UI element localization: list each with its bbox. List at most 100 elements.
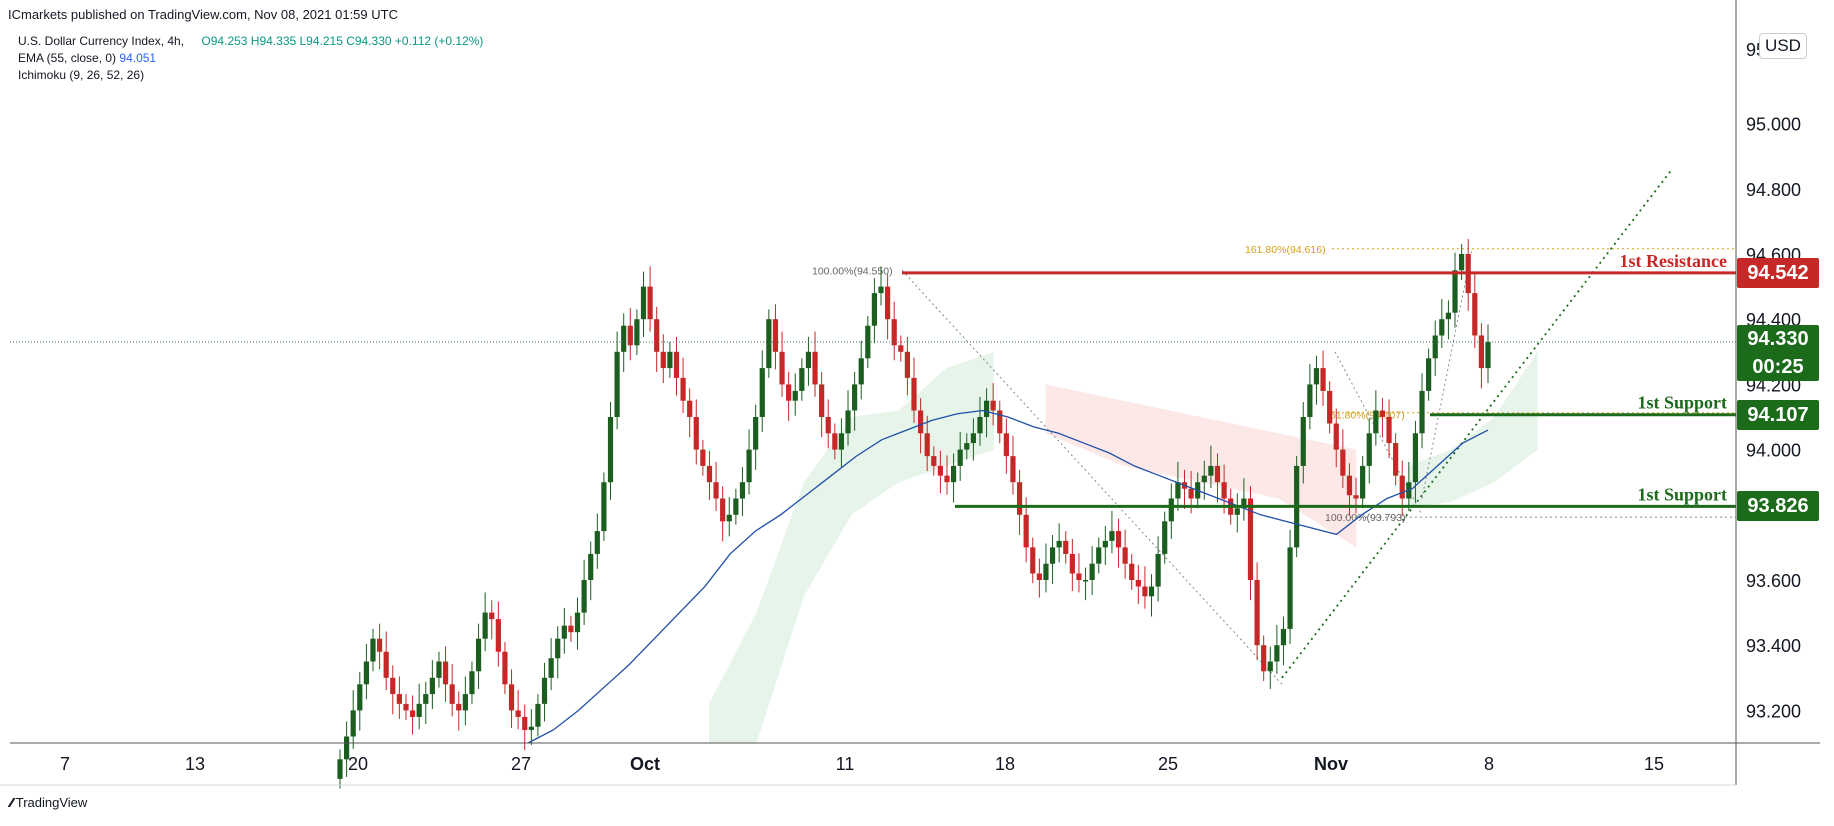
candle-body-123 [1148,586,1155,597]
candle-body-58 [720,498,726,522]
candle-body-67 [779,351,785,385]
candle-body-81 [871,293,878,326]
cloud-area-0 [709,351,994,743]
candle-body-83 [885,286,891,320]
candle-body-41 [607,417,614,483]
candle-body-59 [726,514,732,522]
candle-body-94 [957,449,963,466]
candle-body-10 [403,703,409,711]
candle-body-77 [845,410,851,434]
cloud-area-2 [1408,351,1538,509]
candle-body-100 [997,410,1003,434]
candle-body-107 [1043,563,1049,580]
candle-body-134 [1221,482,1227,499]
candle-body-87 [911,377,917,411]
candle-body-149 [1320,368,1326,391]
candle-body-138 [1247,498,1254,580]
candle-body-97 [977,417,983,434]
candle-body-49 [660,351,666,369]
candle-body-22 [482,612,488,639]
fib-label-1: 161.80%(94.616) [1245,244,1326,256]
candle-body-109 [1056,540,1062,548]
candle-body-68 [786,384,792,401]
candle-body-142 [1274,645,1280,662]
y-tick-5: 94.000 [1746,441,1801,461]
candle-body-124 [1155,553,1161,587]
price-tag-support-2: 93.826 [1737,491,1819,522]
candle-body-24 [495,619,501,652]
candle-body-30 [535,703,541,727]
fib-label-0: 100.00%(94.550) [812,265,893,277]
x-tick-5: 11 [836,754,855,774]
ema-series-line [527,409,1489,744]
candle-body-14 [429,677,435,695]
legend-ohlc: O94.253 H94.335 L94.215 C94.330 +0.112 (… [201,34,484,48]
x-tick-7: 25 [1158,754,1178,774]
currency-button[interactable]: USD [1759,33,1807,59]
candle-body-120 [1129,563,1135,580]
candle-body-72 [812,351,818,385]
candle-body-28 [522,716,528,730]
candle-body-47 [647,286,653,320]
ema-line [527,409,1489,744]
candle-body-71 [805,351,812,369]
candle-body-4 [363,661,369,685]
candle-body-150 [1327,390,1333,424]
candle-body-55 [700,449,706,466]
candle-body-33 [555,638,561,659]
candle-body-15 [436,661,442,678]
candle-body-148 [1313,368,1320,385]
candles [337,239,1491,789]
ascending-trendline [1281,168,1673,679]
candle-body-103 [1016,482,1023,515]
candle-body-159 [1386,417,1392,444]
candle-body-27 [515,710,521,717]
cloud-area-1 [1045,384,1357,548]
level-lines: 1st Resistance 1st Support 1st Support [10,251,1736,508]
x-tick-2: 20 [348,754,368,774]
candle-body-53 [687,400,693,417]
candle-body-96 [970,433,976,444]
candle-body-125 [1162,521,1168,554]
candle-body-118 [1115,531,1122,548]
x-tick-0: 7 [60,754,70,774]
candle-body-132 [1208,465,1214,476]
candle-body-151 [1333,423,1339,450]
candle-body-76 [838,433,845,450]
candle-body-166 [1432,335,1438,359]
candle-body-25 [502,651,508,685]
candle-body-165 [1426,358,1432,391]
candle-body-147 [1307,384,1313,417]
candle-body-61 [739,482,746,499]
y-tick-7: 93.400 [1746,636,1801,656]
candle-body-78 [852,384,858,411]
candle-body-16 [442,661,449,685]
candle-body-62 [746,449,752,483]
candle-body-140 [1261,645,1267,672]
candle-body-110 [1063,540,1069,554]
candle-body-1 [343,736,350,760]
candle-body-90 [931,456,937,466]
candle-body-40 [601,482,607,532]
price-tag-last: 94.330 00:25 [1737,325,1819,382]
candle-body-50 [667,351,673,369]
brand-logo: ⁄⁄ TradingView [10,795,87,810]
candle-body-57 [713,482,719,499]
candle-body-46 [640,286,647,320]
candle-body-56 [706,465,713,483]
candle-body-29 [528,726,534,730]
x-tick-3: 27 [511,754,531,774]
candle-body-65 [766,319,772,369]
candle-body-73 [819,384,825,417]
candle-body-52 [680,377,686,401]
candle-body-146 [1300,417,1306,466]
candle-body-19 [462,694,468,711]
candle-body-131 [1201,475,1207,483]
x-tick-6: 18 [995,754,1015,774]
candle-body-6 [376,638,383,652]
candle-body-144 [1287,547,1293,629]
fib-retrace-line-2 [1334,351,1423,516]
candle-body-34 [561,625,567,639]
